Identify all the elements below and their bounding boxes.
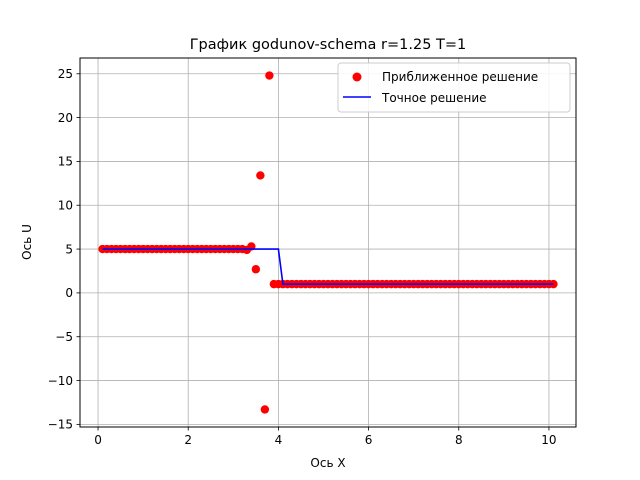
y-tick-label: −10 bbox=[48, 374, 73, 388]
ticks: 0 2 4 6 8 10 −15 −10 −5 0 5 10 15 20 25 bbox=[48, 67, 557, 447]
chart-title: График godunov-schema r=1.25 T=1 bbox=[190, 37, 467, 53]
data-layer bbox=[98, 71, 558, 414]
y-tick-label: 15 bbox=[58, 155, 73, 169]
x-tick-label: 10 bbox=[541, 433, 556, 447]
x-axis-label: Ось X bbox=[310, 456, 345, 470]
y-tick-label: 0 bbox=[65, 286, 73, 300]
exact-solution-line bbox=[102, 248, 554, 285]
legend-label-points: Приближенное решение bbox=[382, 70, 538, 84]
data-point bbox=[256, 171, 265, 180]
legend: Приближенное решение Точное решение bbox=[337, 62, 571, 113]
x-tick-label: 2 bbox=[184, 433, 192, 447]
y-tick-label: −5 bbox=[55, 330, 73, 344]
legend-marker-points bbox=[352, 72, 362, 82]
data-point bbox=[260, 405, 270, 414]
y-tick-label: 10 bbox=[58, 199, 73, 213]
plot-area bbox=[80, 58, 576, 427]
data-point bbox=[251, 265, 261, 274]
y-axis-label: Ось U bbox=[20, 224, 34, 260]
data-point bbox=[549, 279, 558, 289]
x-tick-label: 8 bbox=[455, 433, 463, 447]
legend-label-line: Точное решение bbox=[381, 91, 487, 105]
y-tick-label: 20 bbox=[58, 111, 73, 125]
y-tick-label: 25 bbox=[58, 67, 73, 81]
data-point bbox=[265, 71, 274, 80]
x-tick-label: 6 bbox=[365, 433, 373, 447]
plot-frame bbox=[79, 57, 577, 428]
x-tick-label: 4 bbox=[275, 433, 283, 447]
y-tick-label: 5 bbox=[65, 242, 73, 256]
grid bbox=[80, 58, 576, 427]
y-tick-label: −15 bbox=[48, 418, 73, 432]
x-tick-label: 0 bbox=[94, 433, 102, 447]
legend-box bbox=[337, 62, 571, 113]
